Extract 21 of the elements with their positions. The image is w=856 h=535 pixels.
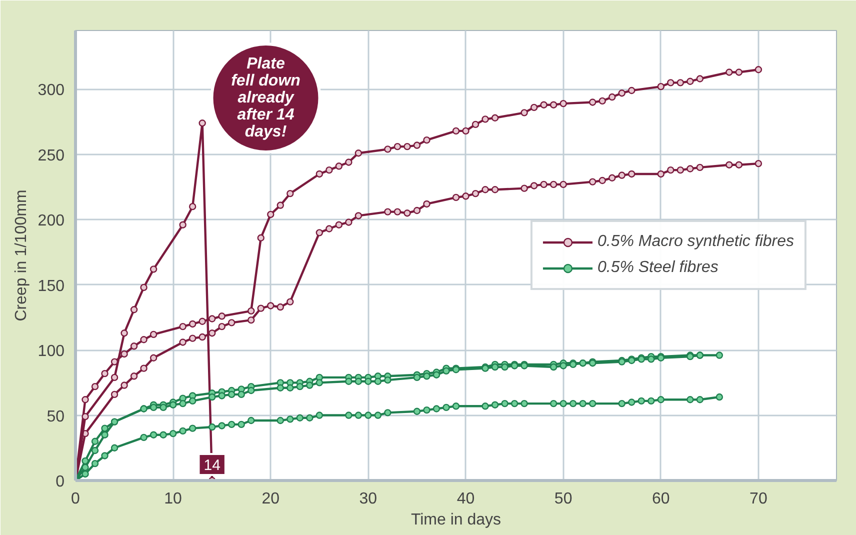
y-tick-label: 50 (46, 408, 65, 426)
legend-label: 0.5% Steel fibres (597, 259, 718, 277)
y-tick-label: 100 (38, 343, 65, 360)
y-tick-label: 250 (38, 147, 65, 164)
x-tick-label: 70 (750, 490, 768, 508)
x-tick-label: 40 (456, 490, 475, 508)
annotation: 14 (204, 457, 220, 474)
y-axis-title: Creep in 1/100mm (12, 190, 30, 322)
x-tick-label: 20 (262, 490, 280, 508)
y-tick-label: 300 (38, 82, 65, 100)
x-tick-label: 30 (359, 490, 378, 508)
legend-label: 0.5% Macro synthetic fibres (597, 233, 794, 251)
y-tick-label: 0 (56, 474, 65, 490)
x-tick-label: 10 (164, 490, 182, 508)
y-tick-label: 200 (38, 212, 65, 230)
y-tick-label: 150 (38, 278, 65, 295)
x-tick-label: 60 (652, 490, 670, 508)
annotation: Plate fell down already after 14 days! (231, 56, 301, 140)
x-axis-title: Time in days (410, 512, 502, 528)
x-tick-label: 0 (71, 490, 80, 508)
x-tick-label: 50 (554, 490, 572, 508)
